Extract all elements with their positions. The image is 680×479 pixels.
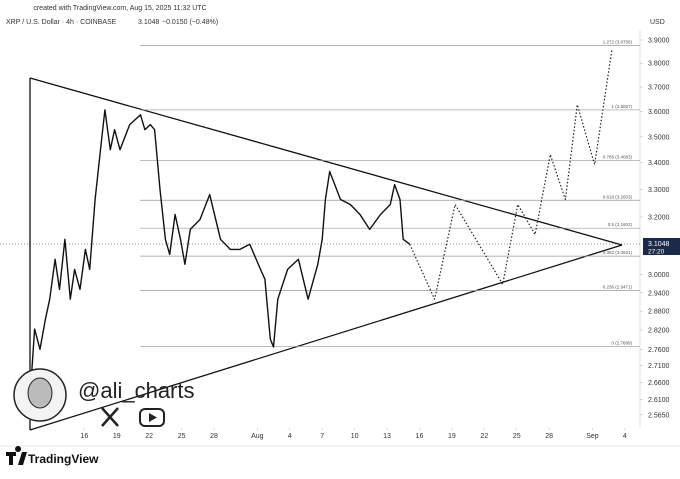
change: −0.0150 (−0.48%) [162,19,218,26]
youtube-icon [139,408,165,427]
triangle-lower [29,244,623,431]
fib-label: 0.382 (3.0631) [603,250,633,255]
y-tick-label: 2.7100 [648,363,670,370]
handle: @ali_charts [78,378,195,403]
x-tick-label: 16 [80,433,88,440]
y-tick-label: 3.5000 [648,134,670,141]
y-tick-label: 2.5650 [648,412,670,419]
y-tick-label: 3.8000 [648,61,670,68]
symbol: XRP / U.S. Dollar · 4h · COINBASE [6,19,117,26]
last-price-label: 3.1048 [648,241,670,248]
fib-label: 0.786 (3.4083) [603,155,633,160]
x-tick-label: 28 [545,433,553,440]
price-line [29,109,411,394]
y-tick-label: 3.0000 [648,272,670,279]
fib-label: 0.5 (3.1602) [608,222,633,227]
x-tick-label: 22 [480,433,488,440]
y-tick-label: 2.7600 [648,347,670,354]
y-tick-label: 3.2000 [648,214,670,221]
fib-label: 0.236 (2.9471) [603,285,633,290]
youtube-play [149,413,157,422]
x-tick-label: 25 [178,433,186,440]
x-tick-label: 16 [416,433,424,440]
price: 3.1048 [138,19,160,26]
y-tick-label: 3.9000 [648,37,670,44]
fib-label: 1.272 (3.8756) [603,40,633,45]
fib-label: 0 (2.7689) [611,340,632,345]
brand: TradingView [28,452,99,466]
x-tick-label: 19 [113,433,121,440]
watermark: @ali_charts [13,368,195,427]
currency: USD [650,19,665,26]
y-tick-label: 2.9400 [648,290,670,297]
x-tick-label: 25 [513,433,521,440]
y-tick-label: 2.8800 [648,309,670,316]
x-tick-label: Sep [586,433,599,440]
last-price-box [643,237,680,255]
y-tick-label: 3.6000 [648,109,670,116]
x-tick-label: 4 [288,433,292,440]
countdown: 27:20 [648,248,665,255]
triangle-upper [29,77,623,246]
avatar-face [27,377,53,409]
y-tick-label: 3.7000 [648,85,670,92]
y-tick-label: 2.6600 [648,380,670,387]
tv-logo [6,446,27,465]
x-tick-label: 22 [145,433,153,440]
x-tick-label: 19 [448,433,456,440]
y-tick-label: 2.6100 [648,397,670,404]
x-tick-label: 13 [383,433,391,440]
x-tick-label: 7 [320,433,324,440]
y-tick-label: 3.3000 [648,187,670,194]
fib-label: 1 (3.6067) [611,104,632,109]
fib-label: 0.618 (3.2603) [603,194,633,199]
x-tick-label: 4 [623,433,627,440]
x-tick-label: 28 [210,433,218,440]
y-tick-label: 2.8200 [648,328,670,335]
x-tick-label: Aug [251,433,264,440]
x-tick-label: 10 [351,433,359,440]
x-icon [101,407,119,427]
y-tick-label: 3.4000 [648,160,670,167]
created-note: created with TradingView.com, Aug 15, 20… [33,5,206,12]
